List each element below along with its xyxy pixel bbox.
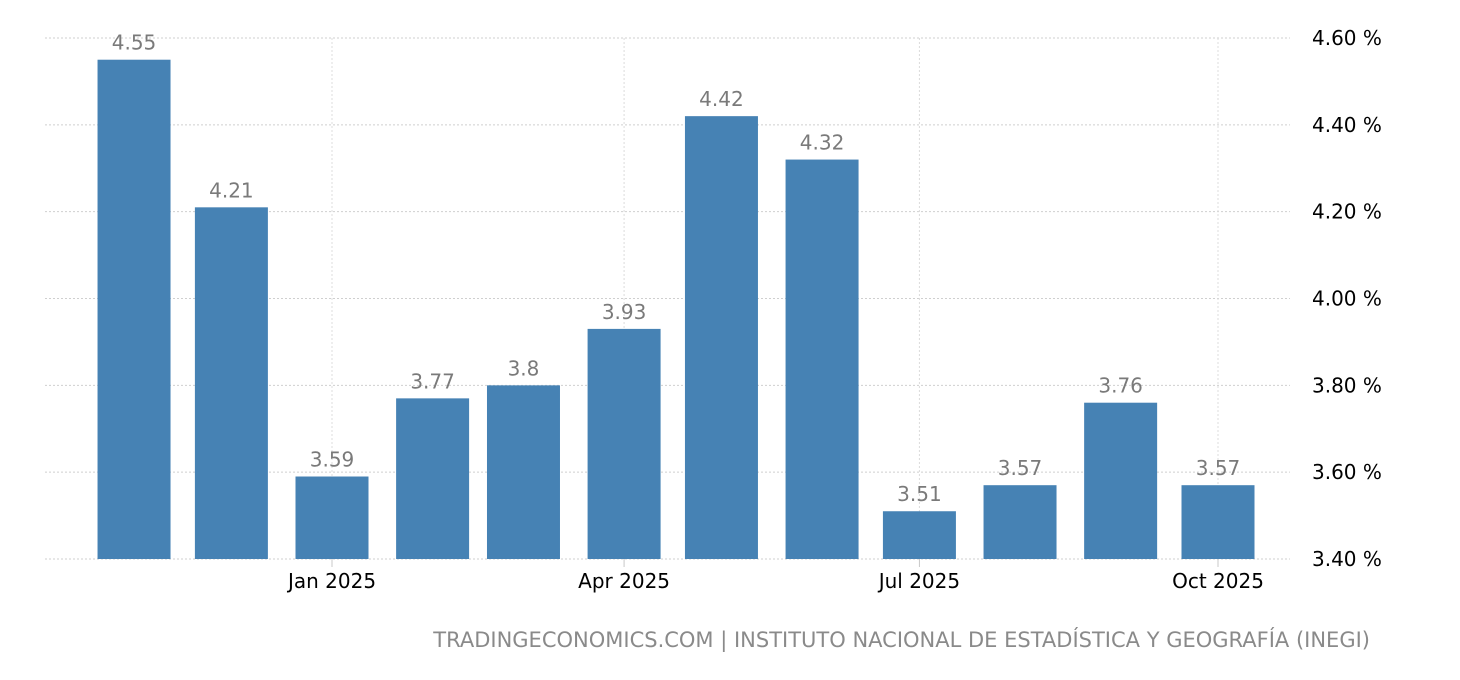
bar — [684, 116, 758, 560]
bar — [785, 159, 859, 560]
bar — [882, 511, 956, 559]
bar — [587, 328, 661, 559]
bar — [97, 59, 171, 559]
y-tick-label: 4.60 % — [1312, 26, 1382, 50]
data-label: 4.42 — [699, 87, 744, 111]
y-tick-label: 3.60 % — [1312, 460, 1382, 484]
y-tick-label: 3.40 % — [1312, 547, 1382, 571]
x-tick-label: Apr 2025 — [578, 569, 670, 593]
data-label: 4.21 — [209, 178, 254, 202]
bar — [295, 476, 369, 559]
y-tick-label: 4.00 % — [1312, 287, 1382, 311]
x-tick-label: Jul 2025 — [877, 569, 960, 593]
data-label: 3.93 — [602, 300, 647, 324]
data-label: 3.57 — [1196, 456, 1241, 480]
bar — [983, 485, 1057, 559]
data-label: 3.8 — [508, 356, 540, 380]
data-label: 3.76 — [1098, 374, 1143, 398]
y-tick-label: 4.20 % — [1312, 200, 1382, 224]
data-label: 3.51 — [897, 482, 942, 506]
y-tick-label: 4.40 % — [1312, 113, 1382, 137]
y-tick-label: 3.80 % — [1312, 373, 1382, 397]
x-tick-label: Jan 2025 — [286, 569, 376, 593]
bar — [396, 398, 470, 559]
data-label: 3.77 — [410, 369, 455, 393]
bar — [1181, 485, 1255, 559]
bar — [1084, 402, 1158, 559]
data-label: 4.55 — [112, 31, 157, 55]
data-label: 4.32 — [800, 131, 845, 155]
source-credit: TRADINGECONOMICS.COM | INSTITUTO NACIONA… — [433, 628, 1370, 652]
data-label: 3.59 — [310, 448, 355, 472]
data-label: 3.57 — [998, 456, 1043, 480]
bar — [194, 207, 268, 559]
bar — [486, 385, 560, 559]
x-tick-label: Oct 2025 — [1172, 569, 1264, 593]
